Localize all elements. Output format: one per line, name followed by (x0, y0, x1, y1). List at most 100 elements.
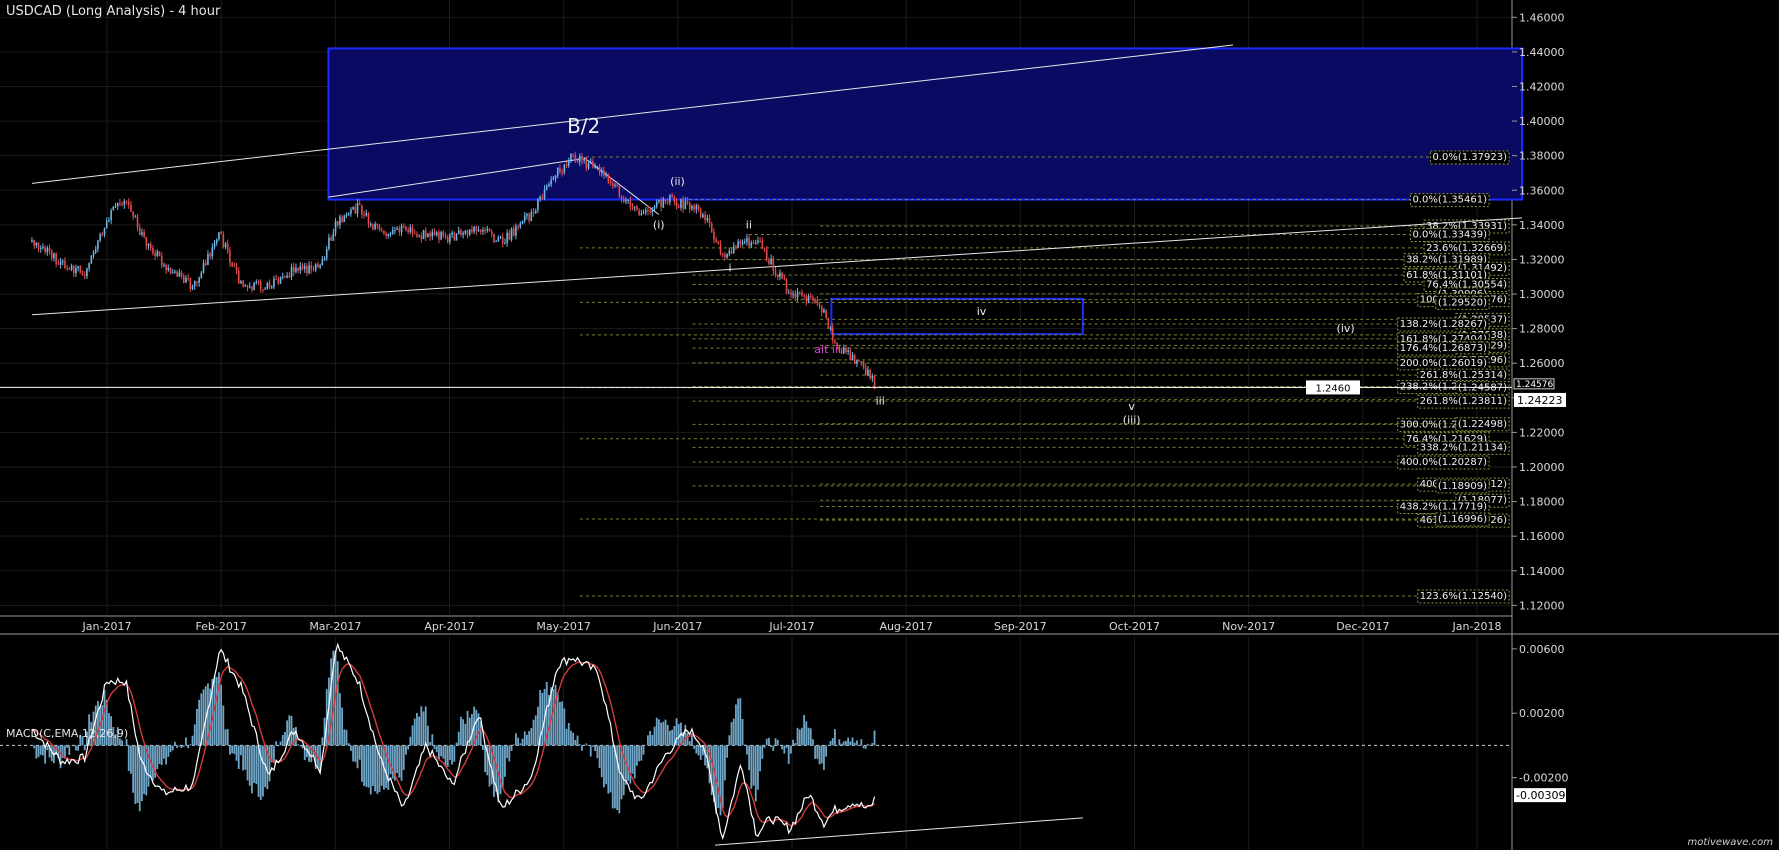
candle-body (372, 224, 374, 230)
candle-body (281, 276, 284, 278)
y-tick-label: 1.36000 (1519, 184, 1565, 197)
candle-body (215, 239, 218, 244)
candle-body (528, 213, 530, 221)
candle-body (589, 161, 592, 164)
x-tick-label: Nov-2017 (1222, 620, 1275, 633)
candle-body (356, 203, 359, 214)
candle-body (460, 230, 462, 235)
candle-body (871, 375, 874, 379)
candle-body (570, 154, 572, 160)
candle-body (702, 214, 704, 218)
candle-body (301, 265, 304, 269)
candle-body (779, 272, 781, 277)
y-tick-label: 1.22000 (1519, 426, 1565, 439)
candle-body (253, 282, 255, 290)
fib-level-label: 0.0%(1.37923) (1432, 152, 1507, 163)
candle-body (537, 199, 539, 211)
candle-body (649, 211, 651, 213)
candle-body (44, 247, 46, 252)
candle-body (198, 277, 200, 283)
fib-level-label: 123.6%(1.12540) (1420, 591, 1507, 602)
candle-body (284, 276, 286, 278)
candle-body (625, 200, 627, 202)
candle-body (332, 233, 335, 241)
candle-body (534, 210, 537, 214)
candle-body (347, 213, 350, 215)
candle-body (101, 233, 104, 235)
candle-body (336, 221, 339, 225)
candle-body (61, 260, 64, 262)
candle-body (614, 184, 616, 186)
candle-body (704, 214, 706, 221)
candle-body (790, 292, 792, 295)
wave-label: (iv) (1337, 322, 1355, 335)
fib-level-label: 300.0%(1.22465) (1400, 419, 1487, 430)
fib-level-label: (1.31492) (1458, 263, 1507, 274)
candle-body (350, 209, 352, 214)
y-tick-label: 1.42000 (1519, 80, 1565, 93)
fib-level-label: 61.8%(1.31101) (1406, 270, 1487, 281)
fib-label-box (1417, 368, 1510, 383)
candle-body (574, 155, 577, 160)
candle-body (732, 246, 735, 254)
candle-body (367, 213, 370, 225)
candle-body (191, 285, 194, 289)
candle-body (545, 186, 548, 190)
candle-body (530, 212, 533, 221)
candle-body (387, 234, 390, 237)
fib-label-box (1435, 512, 1490, 527)
fib-level-label: (1.22498) (1458, 419, 1507, 430)
candle-body (145, 236, 148, 246)
candle-body (486, 228, 489, 231)
candle-body (512, 228, 515, 236)
candle-body (88, 263, 90, 269)
candle-body (501, 236, 504, 243)
candle-body (658, 199, 660, 202)
candle-body (314, 264, 317, 271)
candle-body (174, 271, 176, 273)
candle-body (847, 350, 849, 352)
y-tick-label: 1.40000 (1519, 115, 1565, 128)
y-tick-label: 1.44000 (1519, 46, 1565, 59)
candle-body (402, 225, 405, 227)
candle-body (312, 269, 315, 271)
candle-body (823, 309, 825, 313)
candle-body (462, 232, 464, 235)
candle-body (114, 206, 117, 208)
candle-body (163, 264, 165, 266)
candle-body (42, 247, 44, 249)
candle-body (99, 233, 101, 241)
trend-line (583, 156, 660, 215)
candle-body (506, 232, 508, 243)
candle-body (270, 286, 273, 288)
candle-body (495, 241, 497, 243)
candle-body (482, 229, 484, 232)
fib-label-box (1397, 499, 1490, 514)
fib-level-label: (1.29520) (1438, 297, 1487, 308)
candle-body (224, 243, 227, 248)
candle-body (548, 184, 550, 187)
candle-body (268, 282, 271, 287)
candle-body (849, 350, 852, 360)
y-tick-label: 1.20000 (1519, 461, 1565, 474)
fib-label-box (1417, 394, 1510, 409)
y-tick-label: 1.12000 (1519, 599, 1565, 612)
candle-body (787, 292, 790, 294)
trend-line (328, 158, 581, 198)
candle-body (455, 234, 458, 241)
candle-body (55, 253, 57, 264)
x-tick-label: Oct-2017 (1109, 620, 1160, 633)
candle-body (873, 375, 876, 389)
candle-body (81, 273, 84, 275)
x-tick-label: Jun-2017 (652, 620, 702, 633)
candle-body (814, 300, 816, 302)
candle-body (176, 271, 178, 277)
candle-body (334, 221, 337, 234)
fib-label-box (1429, 150, 1510, 165)
candle-body (565, 164, 568, 166)
candle-body (541, 196, 544, 199)
candle-body (473, 226, 475, 232)
candle-body (860, 360, 863, 362)
candle-body (816, 300, 819, 304)
candle-body (618, 186, 621, 196)
